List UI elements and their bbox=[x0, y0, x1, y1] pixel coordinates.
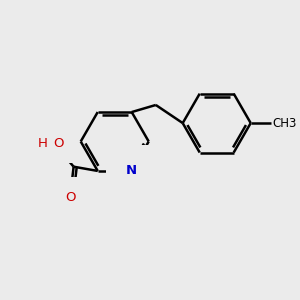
Text: O: O bbox=[53, 137, 63, 150]
Text: CH3: CH3 bbox=[272, 117, 296, 130]
Text: O: O bbox=[65, 190, 76, 203]
Text: N: N bbox=[126, 164, 137, 177]
Text: H: H bbox=[38, 137, 47, 150]
